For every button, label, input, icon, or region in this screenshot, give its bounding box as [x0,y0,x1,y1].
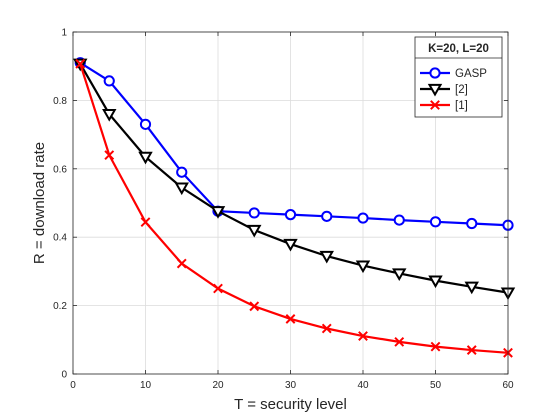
data-point [392,268,407,281]
data-point [174,182,189,196]
data-point [429,216,442,228]
legend-entry: [1] [420,100,468,112]
legend-label: [1] [455,100,468,112]
x-tick-label: 20 [212,380,224,391]
y-tick-label: 1 [61,28,67,39]
legend-title: K=20, L=20 [428,43,489,55]
data-point [248,207,260,219]
legend-marker [427,83,443,97]
y-tick-label: 0.4 [53,233,67,244]
y-tick-label: 0.2 [53,301,67,312]
data-point [104,150,115,161]
legend-label: [2] [455,84,468,96]
axes: 0 10 20 30 40 50 60 0 0.2 0.4 0.6 0.8 1 [53,28,514,392]
legend-entries: GASP [2] [1] [420,67,487,112]
x-tick-label: 50 [430,380,442,391]
legend-entry: GASP [420,67,487,80]
legend-label: GASP [455,68,487,80]
data-point [464,281,479,295]
y-axis-label: R = download rate [31,142,48,264]
data-point [176,258,187,269]
data-point [466,217,478,230]
data-point [247,224,262,238]
y-tick-label: 0.6 [53,164,67,175]
series-2 [73,58,516,301]
data-point [319,250,334,264]
data-point [139,118,152,130]
legend-marker [429,67,441,79]
data-point [138,151,153,165]
data-point [393,214,405,226]
data-point [75,58,86,69]
x-tick-label: 10 [140,380,152,391]
y-tick-label: 0 [61,370,67,381]
data-point [466,345,477,355]
data-point [103,75,115,87]
x-axis-label: T = security level [234,396,347,413]
x-tick-label: 0 [70,380,76,391]
x-tick-label: 40 [357,380,369,391]
data-point [394,336,405,347]
data-point [428,275,443,289]
legend: K=20, L=20 GASP [2] [1] [414,36,503,118]
data-point [430,341,441,352]
data-point [358,331,368,341]
data-point [357,212,369,224]
legend-entry: [2] [420,83,468,97]
x-tick-label: 30 [285,380,297,391]
data-point [249,301,260,312]
x-tick-label: 60 [502,380,514,391]
legend-box [414,36,503,118]
data-point [321,210,333,222]
data-point [355,260,371,274]
data-point [285,314,296,324]
series-1 [74,57,514,231]
series-layer [73,57,516,358]
data-point [284,209,297,221]
data-point [213,283,223,294]
data-point [176,166,188,178]
legend-marker [430,100,440,110]
y-tick-label: 0.8 [53,96,67,107]
data-point [283,238,298,252]
data-point [140,217,151,228]
data-point [321,323,332,334]
data-point [102,108,117,122]
data-point [210,206,226,219]
